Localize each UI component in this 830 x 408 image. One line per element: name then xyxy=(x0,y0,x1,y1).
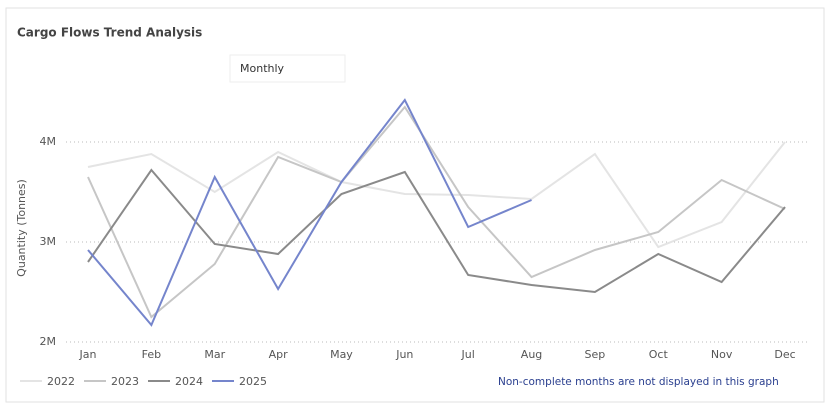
legend-label: 2023 xyxy=(111,375,139,388)
y-tick-label: 4M xyxy=(40,135,57,148)
x-tick-label: Feb xyxy=(142,348,161,361)
y-axis-label: Quantity (Tonnes) xyxy=(15,179,28,277)
filter-button-label[interactable]: Monthly xyxy=(240,62,285,75)
x-tick-label: Jan xyxy=(79,348,97,361)
legend-label: 2024 xyxy=(175,375,203,388)
x-tick-label: May xyxy=(330,348,353,361)
x-tick-label: Aug xyxy=(521,348,542,361)
x-tick-label: Mar xyxy=(204,348,225,361)
series-line xyxy=(87,168,786,294)
x-tick-label: Oct xyxy=(649,348,669,361)
chart-title: Cargo Flows Trend Analysis xyxy=(17,26,202,40)
panel xyxy=(5,7,825,403)
x-tick-label: Dec xyxy=(774,348,795,361)
x-tick-label: Apr xyxy=(269,348,289,361)
series-line xyxy=(87,141,786,249)
filter-button[interactable] xyxy=(229,54,346,83)
legend-label: 2025 xyxy=(239,375,267,388)
y-tick-label: 3M xyxy=(40,235,57,248)
x-tick-label: Nov xyxy=(711,348,733,361)
note: Non-complete months are not displayed in… xyxy=(498,376,779,388)
series-line xyxy=(87,98,532,327)
x-tick-label: Sep xyxy=(585,348,606,361)
x-tick-label: Jun xyxy=(395,348,413,361)
y-tick-label: 2M xyxy=(40,335,57,348)
x-tick-label: Jul xyxy=(461,348,475,361)
series-line xyxy=(87,105,786,319)
legend-label: 2022 xyxy=(47,375,75,388)
